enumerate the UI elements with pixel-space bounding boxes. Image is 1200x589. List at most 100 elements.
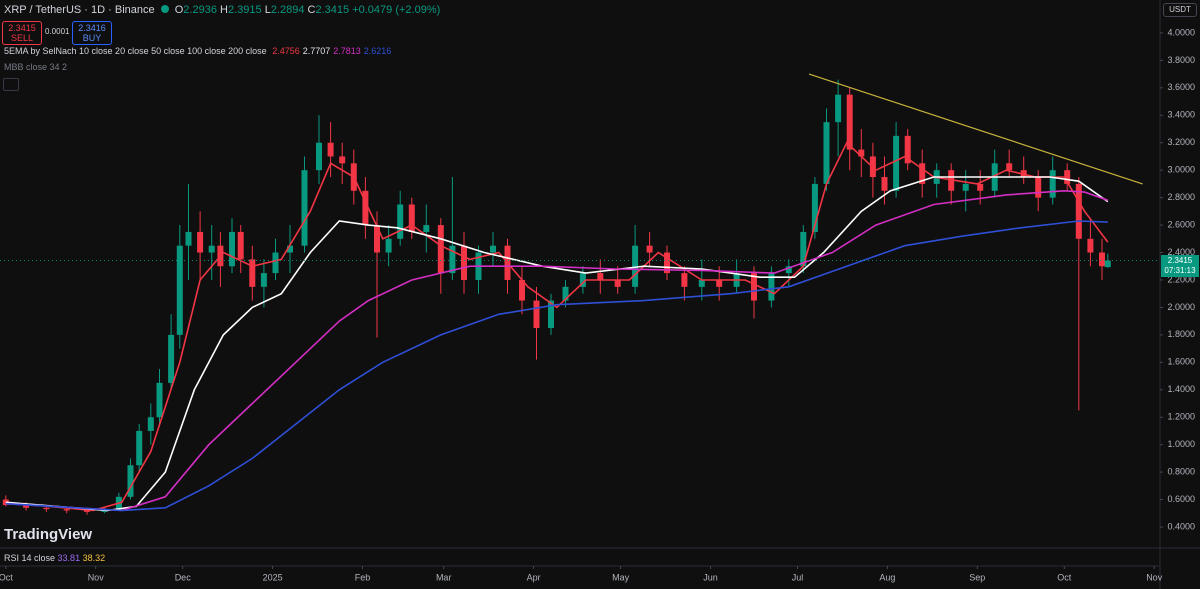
y-tick-label: 3.6000 xyxy=(1167,82,1195,92)
y-tick-label: 3.2000 xyxy=(1167,137,1195,147)
candle-body xyxy=(811,183,818,232)
y-tick-label: 1.4000 xyxy=(1167,384,1195,394)
candle-body xyxy=(374,225,380,253)
candle-body xyxy=(287,245,293,253)
y-tick-label: 2.8000 xyxy=(1167,192,1195,202)
ema-value: 2.7707 xyxy=(302,46,331,56)
o-key: O xyxy=(174,4,184,16)
y-tick-label: 2.2000 xyxy=(1167,274,1195,284)
change: +0.0479 (+2.09%) xyxy=(352,4,441,16)
candle-body xyxy=(339,156,346,164)
sell-label: SELL xyxy=(10,33,34,43)
candle-body xyxy=(1006,163,1013,171)
candle-body xyxy=(437,225,444,274)
candle-body xyxy=(63,509,70,511)
x-tick-label: Oct xyxy=(1057,572,1072,582)
candle-body xyxy=(632,245,639,287)
x-tick-label: Nov xyxy=(88,572,105,582)
y-tick-label: 2.4000 xyxy=(1167,247,1195,257)
sell-price: 2.3415 xyxy=(8,23,36,33)
candle-body xyxy=(823,122,830,184)
candle-body xyxy=(785,266,792,274)
candle-body xyxy=(1104,260,1111,268)
y-tick-label: 4.0000 xyxy=(1167,27,1195,37)
buy-button[interactable]: 2.3416 BUY xyxy=(72,21,112,45)
candle-body xyxy=(1064,170,1071,184)
candle-body xyxy=(962,183,969,191)
candle-body xyxy=(127,465,134,497)
last-price: 2.3415 xyxy=(1167,255,1193,265)
candle-body xyxy=(301,170,308,246)
y-tick-label: 1.8000 xyxy=(1167,329,1195,339)
status-dot xyxy=(160,5,169,13)
candle-body xyxy=(904,135,911,164)
c-key: C xyxy=(307,4,316,16)
collapse-button[interactable] xyxy=(3,78,19,91)
x-tick-label: Jul xyxy=(792,572,804,582)
y-tick-label: 0.6000 xyxy=(1167,494,1195,504)
candle-body xyxy=(237,231,244,260)
candle-body xyxy=(751,273,757,301)
y-tick-label: 1.0000 xyxy=(1167,439,1195,449)
candle-body xyxy=(362,190,369,226)
candle-body xyxy=(681,273,688,287)
buy-label: BUY xyxy=(82,33,102,43)
candle-body xyxy=(408,204,415,232)
axes: 0.4000 0.6000 0.8000 1.0000 1.2000 1.4000 1.60… xyxy=(0,27,1195,582)
logo: TradingView xyxy=(4,526,93,543)
candle-body xyxy=(449,245,456,274)
candle-body xyxy=(208,245,215,253)
candle-body xyxy=(168,334,175,383)
candle-body xyxy=(327,142,334,157)
sell-button[interactable]: 2.3415 SELL xyxy=(2,21,42,45)
candle-body xyxy=(1099,252,1105,267)
candle-body xyxy=(664,252,670,274)
h-value: 2.3915 xyxy=(227,4,262,16)
candle-body xyxy=(249,259,256,287)
candle-body xyxy=(197,231,204,253)
symbol-title: XRP / TetherUS · 1D · Binance xyxy=(4,4,155,16)
rsi-value: 33.81 xyxy=(57,553,81,563)
candle-body xyxy=(858,149,865,157)
candle-body xyxy=(229,231,235,267)
candle-body xyxy=(185,231,192,246)
candle-body xyxy=(2,499,9,506)
x-tick-label: Aug xyxy=(879,572,895,582)
x-tick-label: Oct xyxy=(0,572,13,582)
candle-body xyxy=(136,430,143,466)
currency[interactable]: USDT xyxy=(1163,3,1197,17)
y-tick-label: 0.4000 xyxy=(1167,521,1195,531)
candle-body xyxy=(893,135,900,191)
y-tick-label: 1.2000 xyxy=(1167,412,1195,422)
candle-body xyxy=(597,273,604,280)
c-value: 2.3415 xyxy=(315,4,350,16)
y-tick-label: 0.8000 xyxy=(1167,466,1195,476)
plot xyxy=(0,73,1160,515)
candle-body xyxy=(397,204,404,239)
y-tick-label: 3.8000 xyxy=(1167,55,1195,65)
ema-line xyxy=(5,189,1109,512)
candle-body xyxy=(519,279,525,301)
candle-body xyxy=(579,273,586,287)
candle-body xyxy=(614,279,621,287)
candle-body xyxy=(156,382,163,418)
candle-body xyxy=(548,300,554,329)
candle-body xyxy=(23,505,30,508)
candle-body xyxy=(84,510,90,512)
candle-body xyxy=(919,163,926,184)
candle-body xyxy=(385,238,392,253)
x-tick-label: Apr xyxy=(527,572,541,582)
ema-line xyxy=(5,176,1109,512)
h-key: H xyxy=(220,4,228,16)
rsi-legend: RSI 14 close 33.81 38.32 xyxy=(4,553,105,563)
candle-body xyxy=(316,142,322,171)
rsi-ma-value: 38.32 xyxy=(82,553,106,563)
trendline xyxy=(808,73,1143,185)
candle-body xyxy=(562,286,569,301)
ema-values: 2.4756 2.7707 2.7813 2.6216 xyxy=(269,46,391,56)
symbol-header: XRP / TetherUS · 1D · Binance O2.2936 H2… xyxy=(4,4,440,16)
candle-body xyxy=(698,279,705,287)
candle-body xyxy=(835,94,842,123)
